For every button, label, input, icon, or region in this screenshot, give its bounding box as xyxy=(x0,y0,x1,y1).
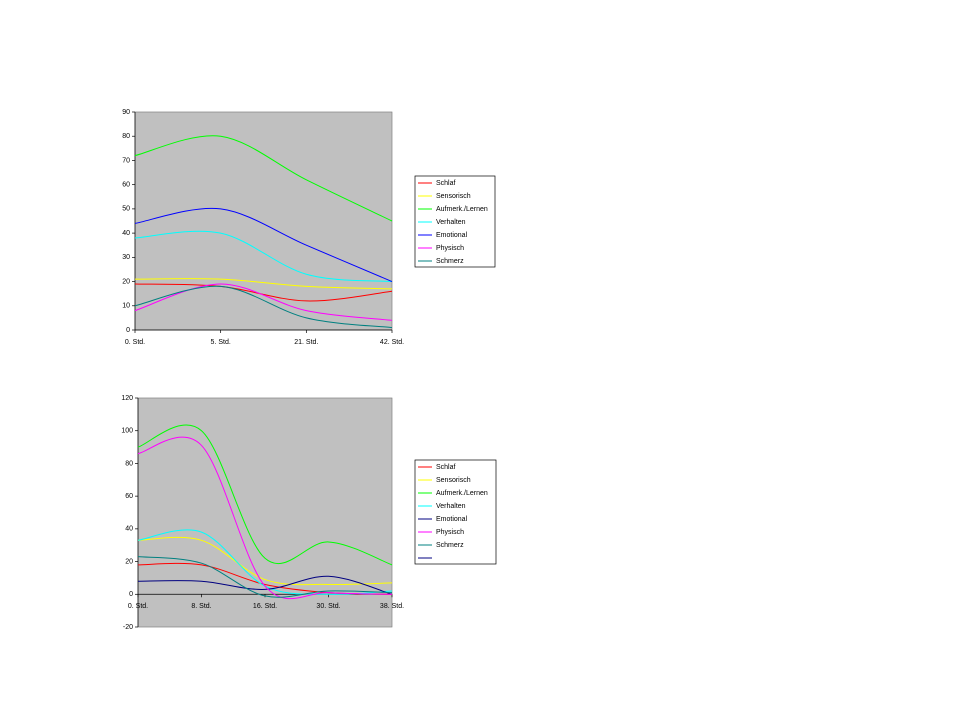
y-tick-label: 60 xyxy=(122,182,130,189)
x-tick-label: 38. Std. xyxy=(380,603,404,610)
legend-label: Schmerz xyxy=(436,258,464,265)
y-tick-label: -20 xyxy=(123,624,133,631)
x-tick-label: 5. Std. xyxy=(211,339,231,346)
series-line xyxy=(137,556,393,598)
x-tick-label: 16. Std. xyxy=(253,603,277,610)
series-line xyxy=(137,424,393,566)
y-tick-label: 90 xyxy=(122,109,130,116)
x-tick-label: 30. Std. xyxy=(316,603,340,610)
y-tick-label: 80 xyxy=(125,460,133,467)
series-line xyxy=(134,285,393,329)
series-line xyxy=(137,436,393,600)
x-tick-label: 21. Std. xyxy=(294,339,318,346)
legend-label: Schmerz xyxy=(436,542,464,549)
y-tick-label: 60 xyxy=(125,493,133,500)
series-line xyxy=(134,135,393,222)
legend-label: Emotional xyxy=(436,516,468,523)
legend-label: Verhalten xyxy=(436,503,466,510)
y-tick-label: 40 xyxy=(122,230,130,237)
series-line xyxy=(134,207,393,283)
legend-label: Emotional xyxy=(436,232,468,239)
series-line xyxy=(134,278,393,290)
legend-label: Aufmerk./Lernen xyxy=(436,490,488,497)
legend-label: Sensorisch xyxy=(436,193,471,200)
y-tick-label: 10 xyxy=(122,303,130,310)
x-tick-label: 0. Std. xyxy=(128,603,148,610)
legend-label: Aufmerk./Lernen xyxy=(436,206,488,213)
y-tick-label: 120 xyxy=(121,395,133,402)
y-tick-label: 50 xyxy=(122,206,130,213)
plot-area xyxy=(137,397,393,628)
y-tick-label: 40 xyxy=(125,526,133,533)
y-tick-label: 70 xyxy=(122,157,130,164)
series-line xyxy=(134,230,393,283)
legend-label: Schlaf xyxy=(436,180,456,187)
legend-label: Physisch xyxy=(436,529,464,536)
series-line xyxy=(137,536,393,586)
y-tick-label: 100 xyxy=(121,428,133,435)
y-tick-label: 30 xyxy=(122,254,130,261)
x-tick-label: 0. Std. xyxy=(125,339,145,346)
y-tick-label: 80 xyxy=(122,133,130,140)
legend-label: Physisch xyxy=(436,245,464,252)
series-line xyxy=(134,283,393,321)
y-tick-label: 0 xyxy=(126,327,130,334)
y-tick-label: 20 xyxy=(122,278,130,285)
series-line xyxy=(134,283,393,302)
x-tick-label: 8. Std. xyxy=(191,603,211,610)
legend-label: Schlaf xyxy=(436,464,456,471)
y-tick-label: 20 xyxy=(125,558,133,565)
y-tick-label: 0 xyxy=(129,591,133,598)
legend-label: Sensorisch xyxy=(436,477,471,484)
x-tick-label: 42. Std. xyxy=(380,339,404,346)
legend-label: Verhalten xyxy=(436,219,466,226)
legend-box xyxy=(414,459,497,565)
series-line xyxy=(137,575,393,595)
